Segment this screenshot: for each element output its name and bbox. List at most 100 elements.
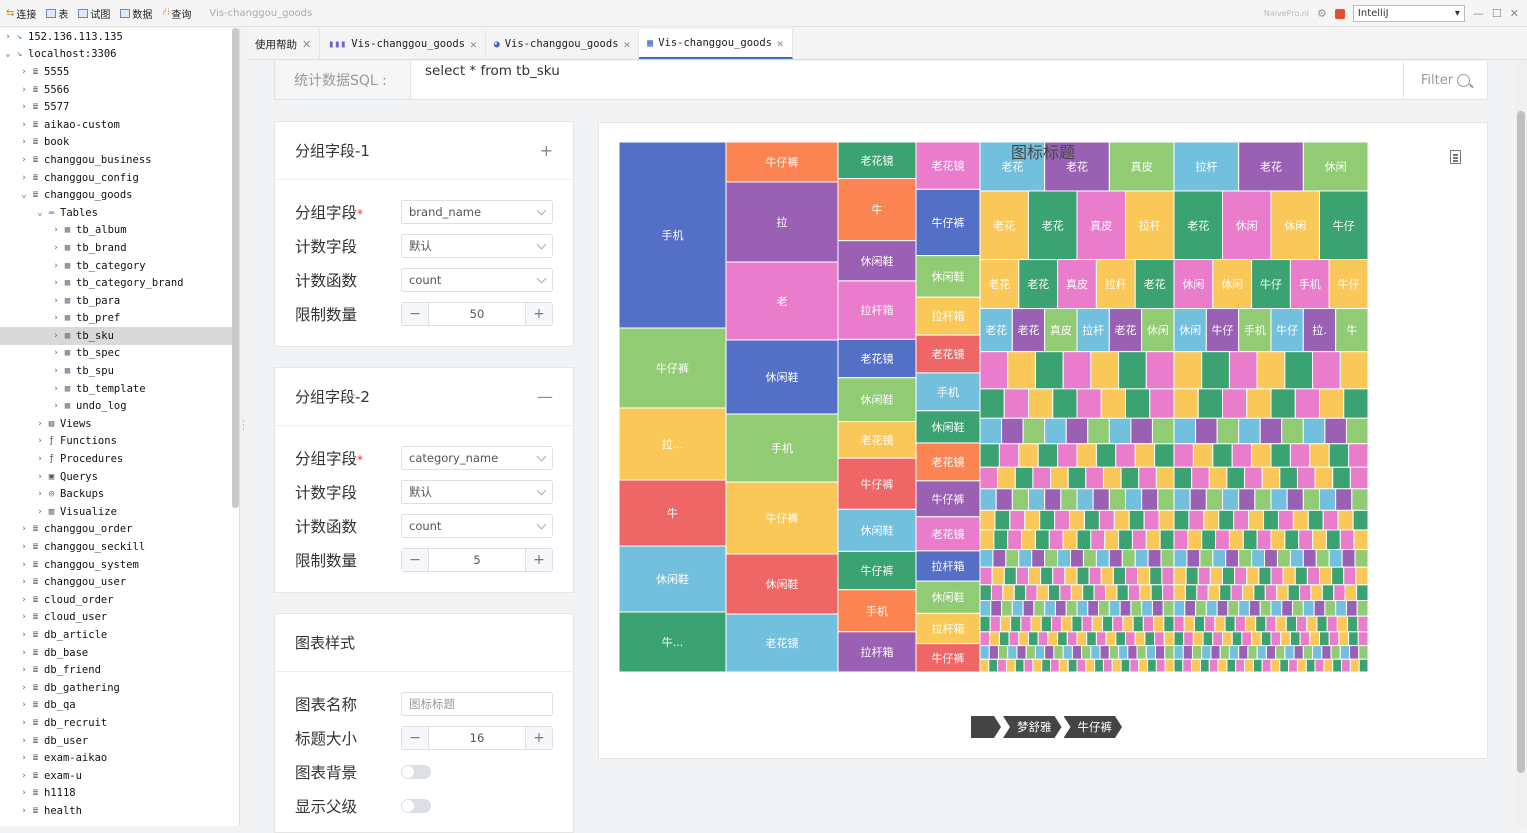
treemap-tile[interactable] — [1025, 584, 1038, 601]
treemap-tile[interactable] — [1302, 417, 1326, 445]
treemap-tile[interactable] — [1150, 584, 1164, 601]
minimize-icon[interactable]: — — [1472, 7, 1484, 20]
tree-item[interactable]: › ▦ tb_sku — [0, 327, 239, 345]
treemap-tile[interactable] — [1092, 488, 1110, 511]
tree-item[interactable]: › ▦ tb_category_brand — [0, 274, 239, 292]
treemap-tile[interactable] — [979, 658, 990, 672]
treemap-tile[interactable] — [1276, 584, 1289, 601]
treemap-tile[interactable] — [1225, 549, 1240, 568]
treemap-tile[interactable] — [1088, 566, 1102, 586]
treemap-tile[interactable] — [1339, 529, 1355, 551]
treemap-tile[interactable] — [1125, 190, 1175, 261]
sidebar-scrollbar[interactable] — [232, 28, 239, 508]
treemap-tile[interactable] — [1090, 645, 1101, 660]
treemap-tile[interactable] — [1201, 351, 1230, 390]
treemap-tile[interactable] — [1284, 645, 1295, 660]
treemap-tile[interactable] — [1349, 466, 1368, 490]
treemap-tile[interactable] — [1248, 509, 1265, 531]
treemap-tile[interactable] — [1296, 466, 1316, 490]
treemap-tile[interactable] — [1319, 566, 1333, 586]
treemap-tile[interactable] — [979, 584, 992, 601]
treemap-tile[interactable] — [1328, 443, 1350, 468]
treemap-tile[interactable] — [1173, 417, 1197, 445]
treemap-tile[interactable] — [1182, 645, 1193, 660]
treemap-tile[interactable] — [1050, 615, 1063, 633]
chevron-right-icon[interactable]: › — [53, 260, 59, 271]
treemap-tile[interactable] — [1061, 615, 1073, 633]
chevron-right-icon[interactable]: › — [21, 682, 27, 693]
treemap-tile[interactable] — [992, 549, 1007, 568]
treemap-tile[interactable] — [1188, 509, 1205, 531]
treemap-tile[interactable] — [1256, 351, 1286, 390]
treemap-tile[interactable] — [1057, 443, 1078, 468]
treemap-tile[interactable] — [1120, 466, 1140, 490]
treemap-tile[interactable] — [1265, 615, 1277, 633]
treemap-tile[interactable] — [1108, 599, 1121, 617]
treemap-tile[interactable] — [1173, 658, 1184, 672]
treemap-tile[interactable] — [1115, 443, 1136, 468]
treemap-tile[interactable] — [1244, 615, 1257, 633]
treemap-tile[interactable] — [997, 658, 1007, 672]
treemap-tile[interactable] — [998, 631, 1010, 647]
tree-item[interactable]: › ƒ Procedures — [0, 450, 239, 468]
treemap-tile[interactable] — [1296, 615, 1308, 633]
treemap-tile[interactable] — [1145, 645, 1157, 660]
tree-item[interactable]: › ≣ 5566 — [0, 81, 239, 99]
treemap-tile[interactable] — [1341, 549, 1356, 568]
treemap-tile[interactable] — [988, 658, 999, 672]
treemap-tile[interactable] — [1242, 529, 1258, 551]
treemap-tile[interactable] — [1125, 566, 1139, 586]
treemap-tile[interactable] — [1338, 631, 1350, 647]
treemap-tile[interactable] — [979, 466, 999, 490]
treemap-tile[interactable] — [1277, 509, 1294, 531]
treemap-tile[interactable] — [1222, 566, 1236, 586]
treemap-tile[interactable] — [1322, 509, 1339, 531]
treemap-tile[interactable] — [1191, 645, 1203, 660]
treemap-tile[interactable] — [1244, 466, 1263, 490]
treemap-tile[interactable] — [1234, 566, 1248, 586]
treemap-tile[interactable] — [1185, 566, 1199, 586]
treemap-tile[interactable] — [1332, 466, 1351, 490]
treemap-tile[interactable] — [1083, 509, 1100, 531]
treemap-tile[interactable] — [1069, 509, 1085, 531]
treemap-tile[interactable] — [1127, 645, 1138, 660]
chevron-right-icon[interactable]: › — [21, 612, 27, 623]
treemap-tile[interactable] — [1336, 615, 1349, 633]
treemap-tile[interactable] — [725, 181, 839, 263]
treemap-tile[interactable] — [1312, 529, 1327, 551]
treemap-tile[interactable] — [994, 509, 1011, 531]
treemap-tile[interactable] — [979, 615, 991, 633]
limit-input[interactable]: 50 — [428, 303, 526, 325]
treemap-tile[interactable] — [915, 188, 981, 257]
chevron-right-icon[interactable]: › — [21, 647, 27, 658]
treemap-tile[interactable] — [1011, 599, 1024, 617]
treemap-tile[interactable] — [1192, 631, 1204, 647]
treemap-tile[interactable] — [1343, 388, 1368, 419]
treemap-tile[interactable] — [991, 566, 1005, 586]
treemap-tile[interactable] — [1354, 549, 1368, 568]
treemap-tile[interactable] — [1305, 658, 1316, 672]
treemap-tile[interactable] — [979, 509, 996, 531]
treemap-tile[interactable] — [1098, 599, 1110, 617]
treemap-tile[interactable] — [1314, 658, 1325, 672]
treemap-tile[interactable] — [1034, 645, 1046, 660]
treemap-tile[interactable] — [1323, 658, 1334, 672]
decrement-button[interactable]: − — [402, 727, 428, 749]
treemap-tile[interactable] — [1228, 645, 1240, 660]
treemap-tile[interactable] — [1013, 584, 1027, 601]
tree-item[interactable]: › ▦ tb_spec — [0, 345, 239, 363]
chevron-right-icon[interactable]: › — [37, 418, 43, 429]
treemap-tile[interactable] — [1259, 417, 1283, 445]
treemap-tile[interactable] — [1094, 658, 1104, 672]
treemap-tile[interactable] — [1328, 549, 1343, 568]
treemap-tile[interactable] — [1261, 658, 1272, 672]
treemap-tile[interactable] — [1050, 466, 1069, 490]
treemap-tile[interactable] — [1125, 488, 1143, 511]
toolbar-table-button[interactable]: 表 — [46, 6, 68, 21]
treemap-tile[interactable] — [1033, 599, 1046, 617]
toolbar-view-button[interactable]: 试图 — [78, 6, 110, 21]
decrement-button[interactable]: − — [402, 303, 428, 325]
treemap-tile[interactable] — [1076, 658, 1087, 672]
treemap-tile[interactable] — [1031, 549, 1046, 568]
treemap-tile[interactable] — [1014, 466, 1034, 490]
